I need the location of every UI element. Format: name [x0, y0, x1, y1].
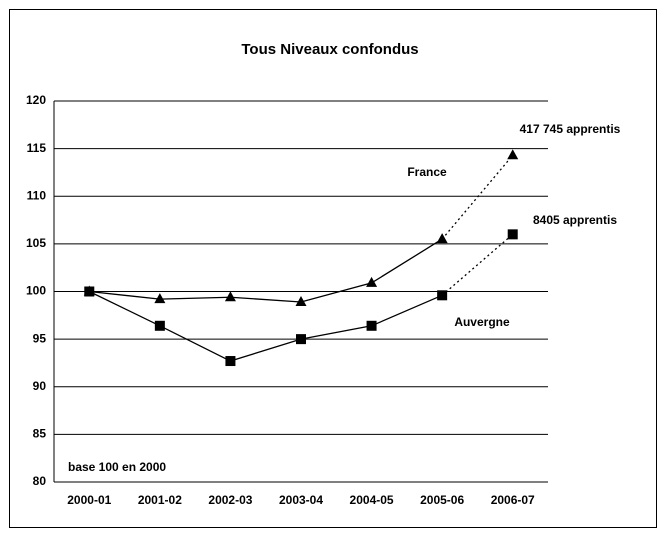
y-tick-label: 80: [33, 474, 47, 488]
square-marker: [154, 320, 165, 331]
series-label: Auvergne: [454, 315, 510, 329]
y-tick-label: 105: [26, 236, 46, 250]
x-tick-label: 2005-06: [420, 493, 464, 507]
x-tick-label: 2001-02: [138, 493, 182, 507]
square-marker: [296, 334, 306, 345]
x-tick-label: 2002-03: [208, 493, 252, 507]
x-tick-label: 2006-07: [491, 493, 535, 507]
series-line-projected: [441, 233, 514, 296]
y-tick-label: 95: [33, 331, 47, 345]
y-tick-label: 90: [33, 379, 47, 393]
y-tick-label: 120: [26, 93, 46, 107]
square-marker: [366, 320, 377, 331]
chart-frame: [9, 9, 657, 528]
y-tick-label: 100: [26, 284, 46, 298]
square-marker: [225, 356, 236, 367]
x-tick-label: 2004-05: [350, 493, 394, 507]
square-marker: [84, 286, 95, 297]
y-tick-label: 85: [33, 427, 47, 441]
x-tick-label: 2000-01: [67, 493, 111, 507]
triangle-marker: [154, 293, 166, 304]
triangle-marker: [366, 276, 378, 287]
square-marker: [437, 290, 448, 301]
square-marker: [507, 229, 518, 240]
y-tick-label: 110: [27, 188, 47, 202]
series-line: [89, 238, 443, 303]
annotation: base 100 en 2000: [68, 460, 166, 474]
triangle-marker: [436, 233, 448, 244]
chart-title: Tous Niveaux confondus: [241, 41, 418, 58]
triangle-marker: [507, 149, 519, 160]
series-label: France: [407, 165, 447, 179]
series-line-projected: [441, 154, 514, 240]
triangle-marker: [295, 295, 307, 306]
annotation: 8405 apprentis: [533, 213, 617, 227]
series-line: [89, 290, 443, 362]
triangle-marker: [224, 291, 236, 302]
y-tick-label: 115: [27, 141, 47, 155]
x-tick-label: 2003-04: [279, 493, 323, 507]
annotation: 417 745 apprentis: [520, 122, 621, 136]
